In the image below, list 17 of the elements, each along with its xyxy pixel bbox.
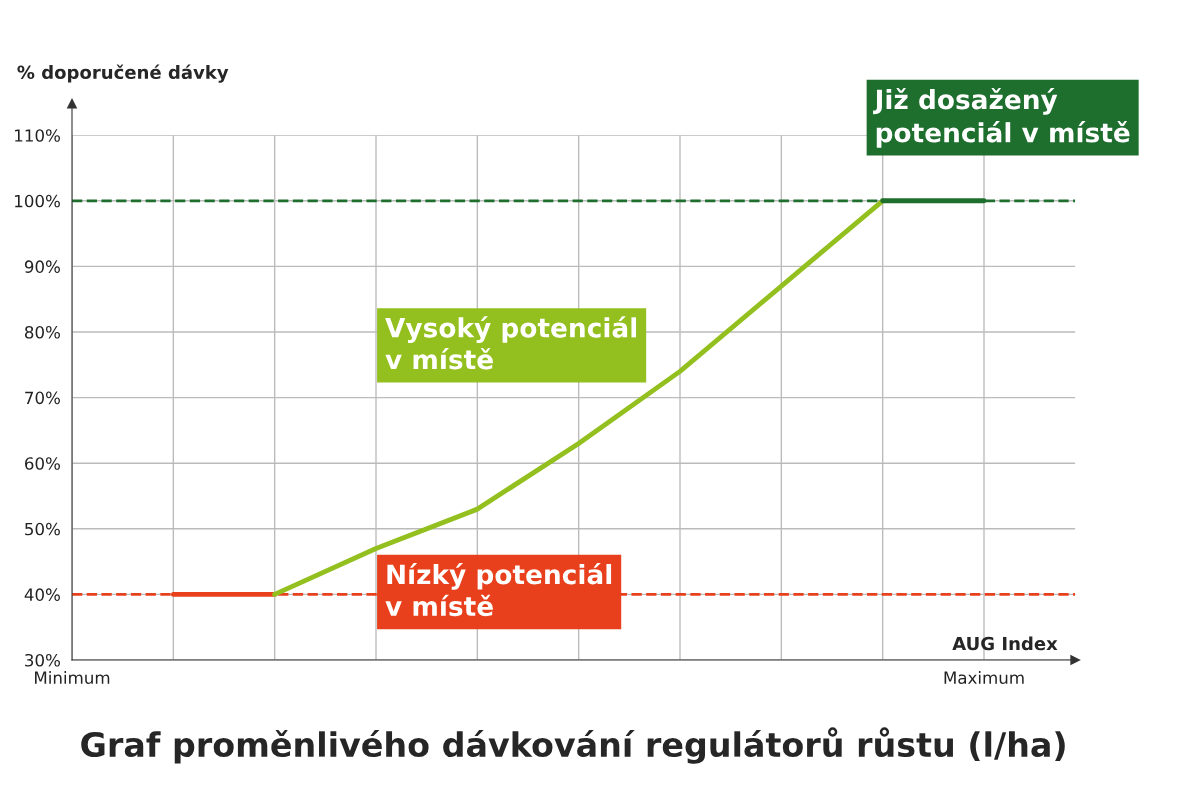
y-tick-label: 50% [25, 522, 60, 536]
y-tick-label: 110% [15, 129, 60, 142]
x-tick-label: Maximum [944, 671, 1024, 685]
y-tick-label: 90% [24, 260, 60, 273]
annotation: Již dosažený potenciál v místě [873, 87, 1130, 148]
y-tick-label: 100% [15, 194, 60, 208]
annotation: Vysoký potenciál v místě [385, 316, 637, 370]
y-tick-label: 70% [25, 391, 60, 405]
y-tick-label: 80% [24, 325, 60, 339]
text: Graf proměnlivého dávkování regulátorů růstu (l/ha) [81, 727, 1065, 764]
y-axis-title: % doporučené dávky [17, 64, 229, 83]
y-tick-label: 60% [25, 457, 60, 470]
annotation: Nízký potenciál v místě [385, 562, 612, 617]
y-tick-label: 30% [25, 653, 60, 667]
x-axis-title: AUG Index [952, 636, 1058, 651]
x-tick-label: Minimum [35, 671, 110, 685]
y-tick-label: 40% [24, 588, 60, 601]
